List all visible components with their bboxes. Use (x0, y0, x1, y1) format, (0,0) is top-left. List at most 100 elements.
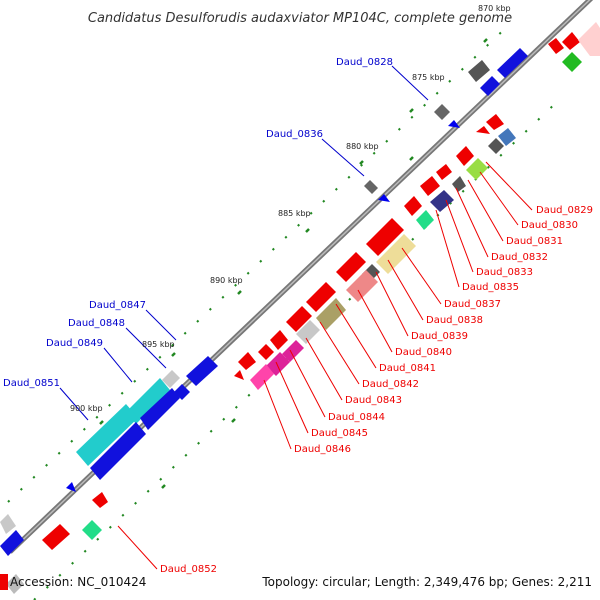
gene-label[interactable]: Daud_0848 (68, 318, 125, 329)
gene-arrow[interactable] (497, 48, 528, 78)
tick-mark (460, 67, 464, 71)
gene-arrow[interactable] (420, 176, 440, 196)
gene-arrow[interactable] (476, 126, 490, 134)
gene-arrow[interactable] (498, 128, 516, 146)
gene-arrow[interactable] (42, 524, 70, 550)
tick-mark (247, 393, 251, 397)
gene-arrow[interactable] (430, 190, 454, 212)
gene-arrow[interactable] (6, 574, 24, 594)
gene-arrow[interactable] (258, 344, 274, 360)
gene-label[interactable]: Daud_0852 (160, 564, 217, 575)
gene-arrow[interactable] (316, 298, 346, 330)
gene-label[interactable]: Daud_0845 (311, 428, 368, 439)
gene-arrow[interactable] (466, 158, 488, 180)
tick-mark (549, 105, 553, 109)
gene-arrow[interactable] (434, 104, 450, 120)
major-tick-mark (161, 484, 166, 489)
gene-arrow[interactable] (578, 22, 600, 56)
gene-arrow[interactable] (366, 218, 404, 256)
gene-label[interactable]: Daud_0841 (379, 363, 436, 374)
gene-label[interactable]: Daud_0830 (521, 220, 578, 231)
gene-arrow[interactable] (306, 282, 336, 312)
gene-arrow[interactable] (486, 114, 504, 130)
gene-arrow[interactable] (404, 196, 422, 216)
gene-label[interactable]: Daud_0835 (462, 282, 519, 293)
tick-mark (146, 489, 150, 493)
tick-mark (158, 355, 162, 359)
gene-label[interactable]: Daud_0829 (536, 205, 593, 216)
kbp-label: 890 kbp (210, 276, 243, 285)
gene-arrow[interactable] (126, 378, 170, 424)
gene-arrow[interactable] (480, 76, 500, 96)
gene-arrow[interactable] (266, 352, 290, 376)
gene-label[interactable]: Daud_0844 (328, 412, 385, 423)
gene-arrow[interactable] (336, 252, 366, 282)
tick-mark (196, 319, 200, 323)
gene-arrow[interactable] (66, 482, 76, 492)
tick-mark (7, 499, 11, 503)
gene-label[interactable]: Daud_0840 (395, 347, 452, 358)
gene-label[interactable]: Daud_0847 (89, 300, 146, 311)
gene-label[interactable]: Daud_0833 (476, 267, 533, 278)
gene-label[interactable]: Daud_0837 (444, 299, 501, 310)
gene-arrow[interactable] (162, 370, 180, 388)
gene-arrow[interactable] (488, 138, 504, 154)
tick-mark (322, 199, 326, 203)
gene-arrow[interactable] (140, 388, 180, 430)
callout-line (335, 303, 377, 369)
tick-mark (423, 103, 427, 107)
gene-label[interactable]: Daud_0843 (345, 395, 402, 406)
tick-mark (473, 55, 477, 59)
gene-arrow[interactable] (364, 180, 378, 194)
gene-arrow[interactable] (270, 330, 288, 350)
gene-label[interactable]: Daud_0851 (3, 378, 60, 389)
tick-mark (410, 115, 414, 119)
gene-label[interactable]: Daud_0832 (491, 252, 548, 263)
callout-line (435, 209, 460, 288)
tick-mark (449, 201, 453, 205)
gene-arrow[interactable] (0, 530, 24, 556)
gene-arrow[interactable] (250, 364, 274, 390)
gene-label[interactable]: Daud_0831 (506, 236, 563, 247)
callout-line (263, 379, 292, 450)
gene-arrow[interactable] (562, 52, 582, 72)
gene-label[interactable]: Daud_0828 (336, 57, 393, 68)
gene-arrow[interactable] (436, 164, 452, 180)
gene-arrow[interactable] (378, 194, 390, 202)
gene-arrow[interactable] (76, 404, 138, 466)
gene-arrow[interactable] (376, 234, 416, 274)
gene-arrow[interactable] (286, 306, 312, 332)
gene-arrow[interactable] (82, 520, 102, 540)
tick-mark (58, 573, 62, 577)
tick-mark (19, 487, 23, 491)
gene-arrow[interactable] (282, 340, 304, 362)
gene-arrow[interactable] (238, 352, 256, 370)
tick-mark (385, 139, 389, 143)
gene-arrow[interactable] (548, 38, 564, 54)
gene-features (0, 22, 600, 594)
gene-arrow[interactable] (456, 146, 474, 166)
tick-mark (45, 585, 49, 589)
gene-label[interactable]: Daud_0838 (426, 315, 483, 326)
gene-arrow[interactable] (346, 270, 378, 302)
gene-arrow[interactable] (234, 370, 244, 380)
gene-arrow[interactable] (452, 176, 466, 192)
major-tick-mark (409, 156, 414, 161)
gene-label[interactable]: Daud_0849 (46, 338, 103, 349)
gene-arrow[interactable] (0, 514, 16, 534)
tick-mark (347, 175, 351, 179)
gene-arrow[interactable] (468, 60, 490, 82)
gene-arrow[interactable] (92, 492, 108, 508)
gene-label[interactable]: Daud_0839 (411, 331, 468, 342)
gene-arrow[interactable] (296, 320, 320, 344)
gene-arrow[interactable] (562, 32, 580, 50)
gene-arrow[interactable] (416, 210, 434, 230)
gene-arrow[interactable] (448, 120, 460, 128)
gene-label[interactable]: Daud_0836 (266, 129, 323, 140)
gene-arrow[interactable] (90, 422, 146, 480)
tick-mark (284, 235, 288, 239)
tick-mark (82, 427, 86, 431)
gene-label[interactable]: Daud_0842 (362, 379, 419, 390)
gene-label[interactable]: Daud_0846 (294, 444, 351, 455)
gene-arrow[interactable] (186, 356, 218, 386)
